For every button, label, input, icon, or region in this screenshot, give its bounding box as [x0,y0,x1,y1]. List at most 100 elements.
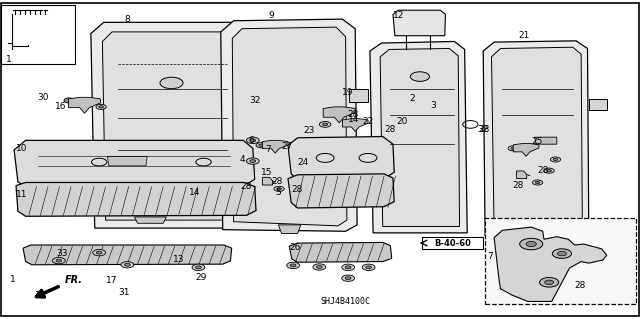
Bar [485,218,636,304]
Polygon shape [91,22,248,228]
Text: 5: 5 [275,189,281,197]
Circle shape [342,275,355,281]
Text: 28: 28 [538,166,549,175]
Text: 7: 7 [266,145,271,154]
Text: 4: 4 [240,155,246,164]
Circle shape [256,143,266,148]
Text: 10: 10 [16,144,28,153]
Circle shape [246,137,259,144]
Text: 32: 32 [477,125,488,134]
Text: 21: 21 [518,31,530,40]
Polygon shape [370,41,467,233]
Circle shape [125,263,131,266]
Circle shape [259,144,264,146]
Text: 2: 2 [410,94,415,103]
Circle shape [547,169,552,172]
Circle shape [250,160,256,163]
Polygon shape [232,27,347,226]
Circle shape [319,122,331,127]
Polygon shape [102,32,240,220]
Text: SHJ4B4100C: SHJ4B4100C [321,297,371,306]
Text: 33: 33 [56,249,68,258]
Polygon shape [221,19,357,231]
Circle shape [313,264,326,270]
Circle shape [196,266,201,269]
Circle shape [287,262,300,269]
Circle shape [553,158,558,161]
Polygon shape [23,245,232,265]
Circle shape [544,168,554,173]
Text: 24: 24 [298,158,309,167]
Polygon shape [513,144,539,156]
Text: 7: 7 [488,252,493,261]
Text: 27: 27 [282,142,293,151]
Text: 28: 28 [241,182,252,191]
Text: 20: 20 [396,117,408,126]
Circle shape [532,180,543,185]
Text: 8: 8 [125,15,131,24]
Polygon shape [342,119,368,131]
Circle shape [99,106,104,108]
Text: 14: 14 [348,115,360,124]
Circle shape [366,266,371,269]
Text: 32: 32 [250,96,261,105]
Text: 13: 13 [173,256,184,264]
Polygon shape [483,41,589,236]
Text: 1: 1 [10,275,16,284]
Text: 1: 1 [6,55,12,63]
Circle shape [323,123,328,126]
Text: 3: 3 [430,101,436,110]
Text: FR.: FR. [65,275,83,285]
Polygon shape [288,137,394,180]
Text: 26: 26 [289,243,301,252]
Polygon shape [380,48,460,226]
Circle shape [511,147,516,150]
Circle shape [346,277,351,279]
Polygon shape [68,97,100,113]
Text: 28: 28 [384,125,396,134]
Circle shape [535,181,540,184]
Circle shape [346,266,351,269]
Circle shape [545,280,554,285]
Polygon shape [323,107,355,123]
Circle shape [557,251,566,256]
Text: 17: 17 [106,276,117,285]
Polygon shape [134,217,166,223]
Polygon shape [262,177,273,185]
Text: 15: 15 [261,168,273,177]
Circle shape [52,257,65,264]
Text: 22: 22 [362,117,374,126]
Circle shape [520,238,543,250]
Polygon shape [516,171,527,179]
Circle shape [342,264,355,271]
Circle shape [246,158,259,164]
Text: 18: 18 [35,291,47,300]
Text: 30: 30 [37,93,49,102]
Circle shape [97,251,102,254]
Polygon shape [494,227,607,301]
Circle shape [160,77,183,89]
Circle shape [121,262,134,268]
Text: 28: 28 [347,110,358,119]
Polygon shape [14,140,255,187]
Text: 23: 23 [303,126,315,135]
Polygon shape [393,10,445,36]
Circle shape [93,249,106,256]
Text: 28: 28 [271,177,283,186]
Polygon shape [534,137,557,144]
Bar [1,5,75,64]
Circle shape [552,249,572,258]
Text: 11: 11 [16,190,28,199]
Circle shape [526,241,536,247]
Circle shape [274,186,284,191]
Circle shape [362,264,375,271]
Circle shape [540,278,559,287]
Text: 28: 28 [575,281,586,290]
Text: B-40-60: B-40-60 [434,239,471,248]
Circle shape [56,259,61,262]
Polygon shape [349,89,368,102]
Circle shape [410,72,429,81]
Polygon shape [289,242,392,262]
Text: 14: 14 [189,189,201,197]
Circle shape [192,264,205,271]
